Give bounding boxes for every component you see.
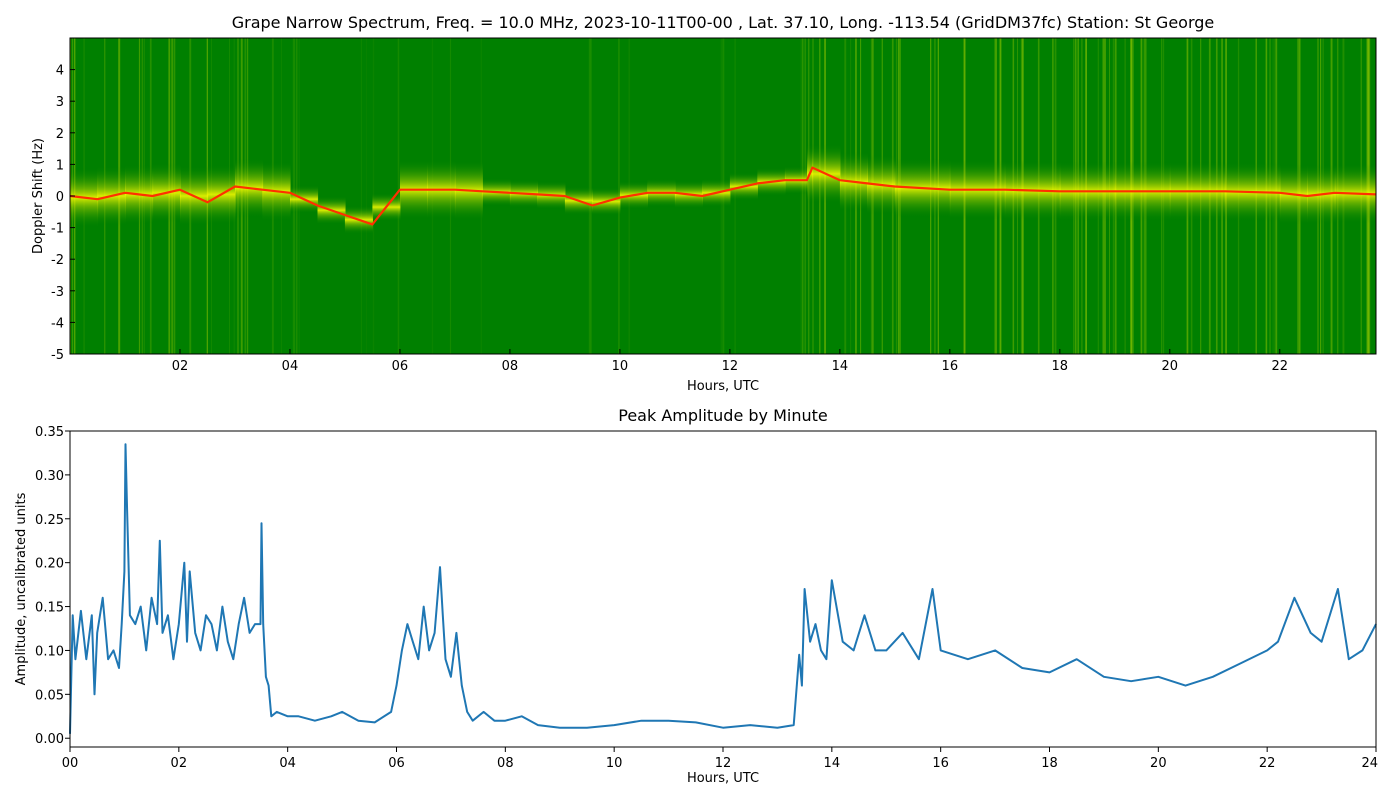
amplitude-y-tick-label: 0.25 bbox=[35, 513, 64, 528]
spectrogram-x-tick-label: 16 bbox=[942, 359, 959, 374]
spectrogram-x-ticks: 02 04 06 08 10 12 14 16 18 20 22 bbox=[172, 349, 1288, 374]
spectrogram-y-label: Doppler Shift (Hz) bbox=[31, 138, 46, 254]
spectrogram-panel: Grape Narrow Spectrum, Freq. = 10.0 MHz,… bbox=[31, 13, 1377, 394]
amplitude-series-line bbox=[69, 443, 1377, 734]
amplitude-x-tick-label: 18 bbox=[1041, 756, 1058, 771]
spectrogram-noise-stripe bbox=[804, 38, 806, 354]
spectrogram-y-tick-label: -5 bbox=[51, 348, 64, 363]
doppler-peak-trace bbox=[70, 166, 1376, 226]
spectrogram-noise-stripe bbox=[366, 38, 367, 354]
amplitude-y-tick-label: 0.10 bbox=[35, 644, 64, 659]
amplitude-y-ticks: 0.00 0.05 0.10 0.15 0.20 0.25 0.30 0.35 bbox=[35, 425, 70, 747]
spectrogram-x-tick-label: 04 bbox=[282, 359, 299, 374]
amplitude-x-tick-label: 08 bbox=[497, 756, 514, 771]
spectrogram-y-tick-label: -1 bbox=[51, 222, 64, 237]
spectrogram-y-tick-label: -4 bbox=[51, 316, 64, 331]
amplitude-x-tick-label: 14 bbox=[824, 756, 841, 771]
spectrogram-noise-stripe bbox=[802, 38, 804, 354]
amplitude-title: Peak Amplitude by Minute bbox=[618, 406, 828, 425]
amplitude-x-tick-label: 02 bbox=[171, 756, 188, 771]
spectrogram-y-tick-label: -2 bbox=[51, 253, 64, 268]
spectrogram-noise-stripe bbox=[800, 38, 802, 354]
amplitude-plot-area bbox=[70, 431, 1376, 747]
amplitude-x-tick-label: 12 bbox=[715, 756, 732, 771]
spectrogram-x-tick-label: 20 bbox=[1162, 359, 1179, 374]
spectrogram-x-tick-label: 22 bbox=[1271, 359, 1288, 374]
amplitude-x-tick-label: 00 bbox=[62, 756, 79, 771]
spectrogram-title: Grape Narrow Spectrum, Freq. = 10.0 MHz,… bbox=[232, 13, 1215, 32]
spectrogram-y-tick-label: 3 bbox=[56, 95, 64, 110]
spectrogram-x-tick-label: 12 bbox=[722, 359, 739, 374]
amplitude-y-label: Amplitude, uncalibrated units bbox=[14, 492, 29, 685]
amplitude-x-tick-label: 24 bbox=[1361, 756, 1378, 771]
amplitude-x-label: Hours, UTC bbox=[687, 771, 759, 786]
spectrogram-x-tick-label: 06 bbox=[392, 359, 409, 374]
amplitude-y-tick-label: 0.30 bbox=[35, 469, 64, 484]
spectrogram-y-tick-label: 1 bbox=[56, 158, 64, 173]
amplitude-x-tick-label: 16 bbox=[932, 756, 949, 771]
spectrogram-y-tick-label: 0 bbox=[56, 190, 64, 205]
spectrogram-y-tick-label: 4 bbox=[56, 64, 64, 79]
amplitude-y-tick-label: 0.20 bbox=[35, 557, 64, 572]
amplitude-x-ticks: 00 02 04 06 08 10 12 14 16 18 20 22 24 bbox=[62, 747, 1378, 771]
amplitude-x-tick-label: 20 bbox=[1150, 756, 1167, 771]
spectrogram-y-ticks: -5 -4 -3 -2 -1 0 1 2 3 4 bbox=[51, 64, 75, 363]
spectrogram-x-tick-label: 10 bbox=[612, 359, 629, 374]
amplitude-x-tick-label: 10 bbox=[606, 756, 623, 771]
spectrogram-x-tick-label: 02 bbox=[172, 359, 189, 374]
amplitude-y-tick-label: 0.35 bbox=[35, 425, 64, 440]
amplitude-x-tick-label: 04 bbox=[279, 756, 296, 771]
amplitude-panel: Peak Amplitude by Minute 00 02 04 06 08 10 12 1… bbox=[14, 406, 1378, 786]
spectrogram-y-tick-label: -3 bbox=[51, 285, 64, 300]
amplitude-x-tick-label: 22 bbox=[1259, 756, 1276, 771]
spectrogram-noise-stripe bbox=[360, 38, 362, 354]
amplitude-x-tick-label: 06 bbox=[388, 756, 405, 771]
spectrogram-x-tick-label: 08 bbox=[502, 359, 519, 374]
spectrogram-y-tick-label: 2 bbox=[56, 127, 64, 142]
amplitude-y-tick-label: 0.15 bbox=[35, 601, 64, 616]
spectrogram-x-tick-label: 14 bbox=[832, 359, 849, 374]
spectrogram-x-tick-label: 18 bbox=[1052, 359, 1069, 374]
amplitude-y-tick-label: 0.05 bbox=[35, 688, 64, 703]
spectrogram-x-label: Hours, UTC bbox=[687, 379, 759, 394]
amplitude-y-tick-label: 0.00 bbox=[35, 732, 64, 747]
